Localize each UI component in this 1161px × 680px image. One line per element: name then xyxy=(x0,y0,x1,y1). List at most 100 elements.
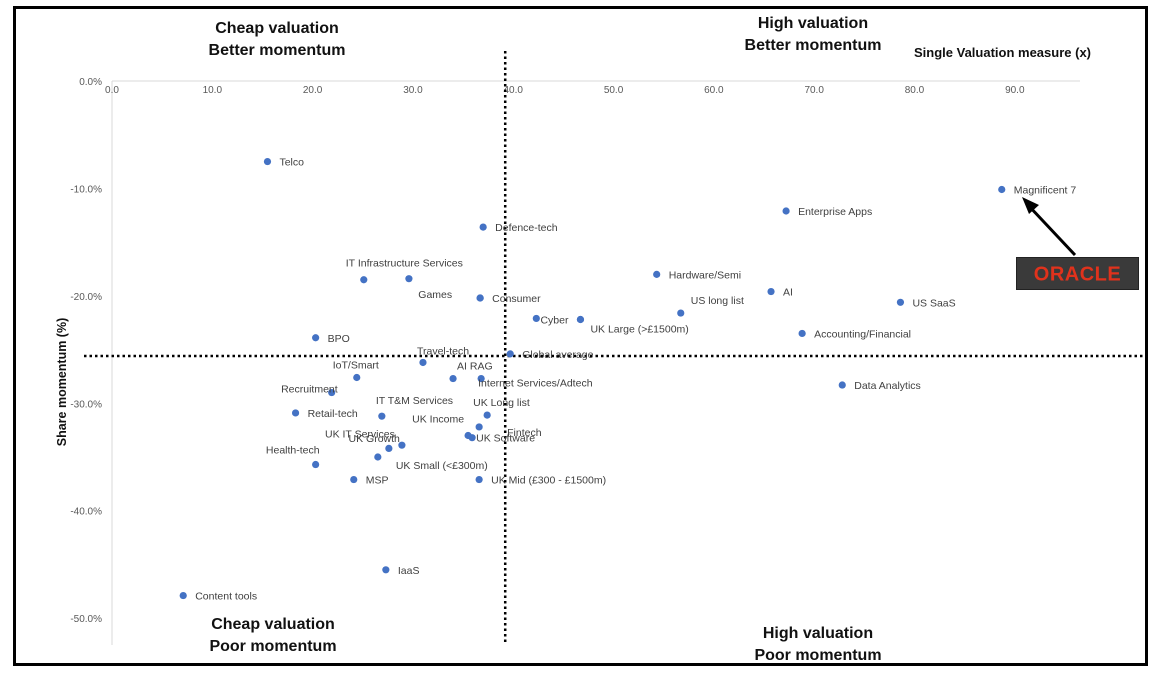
data-point xyxy=(475,475,483,484)
data-point xyxy=(483,411,491,419)
x-tick-label: 30.0 xyxy=(403,85,423,96)
data-label: Travel-tech xyxy=(417,345,469,357)
data-label: Defence-tech xyxy=(495,222,558,234)
data-point xyxy=(360,276,368,284)
y-tick-label: -10.0% xyxy=(70,184,102,195)
data-label: Internet Services/Adtech xyxy=(478,378,593,390)
data-point xyxy=(312,334,320,342)
x-tick-label: 60.0 xyxy=(704,85,724,96)
data-point xyxy=(374,453,382,461)
data-label: Fintech xyxy=(507,427,542,439)
quadrant-top-left-line2: Better momentum xyxy=(208,42,346,59)
data-point xyxy=(798,329,806,338)
data-point xyxy=(782,207,790,215)
x-axis-title: Single Valuation measure (x) xyxy=(914,45,1091,60)
data-label: UK Large (>£1500m) xyxy=(590,323,688,335)
data-point xyxy=(405,275,413,283)
oracle-logo-wordmark: ORACLE xyxy=(1034,264,1121,286)
x-tick-label: 50.0 xyxy=(604,85,624,96)
quadrant-top-right-line2: Better momentum xyxy=(744,37,882,54)
data-label: MSP xyxy=(366,475,389,487)
quadrant-top-left-line1: Cheap valuation xyxy=(215,20,339,37)
x-tick-labels: 0.0 10.0 20.0 30.0 40.0 50.0 60.0 70.0 80.0 90.0 xyxy=(105,85,1025,96)
scatter-chart: 0.0 10.0 20.0 30.0 40.0 50.0 60.0 70.0 80.0 90.0 … xyxy=(70,51,1144,645)
y-tick-label: -30.0% xyxy=(70,399,102,410)
data-label: UK Income xyxy=(412,414,464,426)
quadrant-bottom-left: Cheap valuation Poor momentum xyxy=(180,614,366,658)
chart-frame: 0.0 10.0 20.0 30.0 40.0 50.0 60.0 70.0 80.0 90.0 … xyxy=(13,6,1148,666)
quadrant-bottom-left-line2: Poor momentum xyxy=(209,638,337,655)
data-label: Magnificent 7 xyxy=(1014,185,1077,197)
quadrant-bottom-right-line2: Poor momentum xyxy=(754,647,882,664)
data-label: UK Small (<£300m) xyxy=(396,460,488,472)
y-tick-label: -50.0% xyxy=(70,614,102,625)
data-point xyxy=(312,460,320,469)
data-point xyxy=(506,350,514,358)
data-label: US SaaS xyxy=(912,297,955,309)
data-label: AI xyxy=(783,287,793,299)
point-labels: Telco Magnificent 7 Enterprise Apps Defence… xyxy=(195,157,1076,603)
data-point xyxy=(378,412,386,420)
quadrant-top-right: High valuation Better momentum xyxy=(720,13,906,57)
data-point xyxy=(767,287,775,296)
data-label: Games xyxy=(418,289,452,301)
data-label: Content tools xyxy=(195,591,257,603)
data-points xyxy=(179,157,1006,600)
data-label: AI RAG xyxy=(457,361,493,373)
reference-lines xyxy=(84,51,1144,645)
data-point xyxy=(382,566,390,574)
data-label: Health-tech xyxy=(266,445,320,457)
x-tick-label: 40.0 xyxy=(504,85,524,96)
data-label: UK IT Services xyxy=(325,428,395,440)
data-label: BPO xyxy=(328,333,350,345)
data-point xyxy=(479,223,487,231)
oracle-arrowhead xyxy=(1022,197,1039,214)
data-point xyxy=(385,444,393,453)
svg-text:ORACLE: ORACLE xyxy=(1034,264,1121,286)
quadrant-top-right-line1: High valuation xyxy=(757,15,869,32)
data-point xyxy=(838,381,846,389)
y-tick-label: -20.0% xyxy=(70,292,102,303)
x-tick-label: 20.0 xyxy=(303,85,323,96)
oracle-arrow xyxy=(1026,203,1077,257)
data-point xyxy=(449,374,457,383)
data-label: IT Infrastructure Services xyxy=(346,258,463,270)
data-label: Global average xyxy=(522,349,593,361)
data-label: Enterprise Apps xyxy=(798,206,872,218)
y-axis-title: Share momentum (%) xyxy=(55,317,69,447)
quadrant-bottom-left-line1: Cheap valuation xyxy=(211,616,335,633)
data-label: IoT/Smart xyxy=(333,360,379,372)
axes xyxy=(111,80,1080,645)
data-point xyxy=(477,374,485,383)
data-point xyxy=(419,358,427,367)
data-label: UK Growth xyxy=(349,433,401,445)
data-label: Hardware/Semi xyxy=(669,269,741,281)
y-tick-label: 0.0% xyxy=(79,77,102,88)
data-point xyxy=(353,373,361,382)
y-tick-label: -40.0% xyxy=(70,507,102,518)
data-label: Retail-tech xyxy=(308,408,358,420)
x-tick-label: 90.0 xyxy=(1005,85,1025,96)
data-label: Telco xyxy=(279,157,304,169)
quadrant-bottom-right: High valuation Poor momentum xyxy=(725,623,911,667)
data-label: UK Software xyxy=(476,433,535,445)
data-label: Cyber xyxy=(540,314,569,326)
data-point xyxy=(653,270,661,278)
data-label: IT T&M Services xyxy=(376,395,453,407)
quadrant-bottom-right-line1: High valuation xyxy=(762,625,874,642)
data-point xyxy=(468,434,476,442)
data-point xyxy=(896,298,905,306)
y-tick-labels: 0.0% -10.0% -20.0% -30.0% -40.0% -50.0% xyxy=(70,77,102,625)
data-point xyxy=(475,423,483,431)
oracle-logo: ORACLE xyxy=(1016,257,1139,290)
quadrant-top-left: Cheap valuation Better momentum xyxy=(184,18,370,62)
data-point xyxy=(398,441,406,449)
x-tick-label: 80.0 xyxy=(905,85,925,96)
data-label: Data Analytics xyxy=(854,380,921,392)
x-tick-label: 0.0 xyxy=(105,85,119,96)
data-point xyxy=(263,157,272,166)
data-point xyxy=(476,294,484,302)
data-point xyxy=(998,185,1006,194)
data-label: UK Mid (£300 - £1500m) xyxy=(491,475,606,487)
data-label: US long list xyxy=(691,295,744,307)
